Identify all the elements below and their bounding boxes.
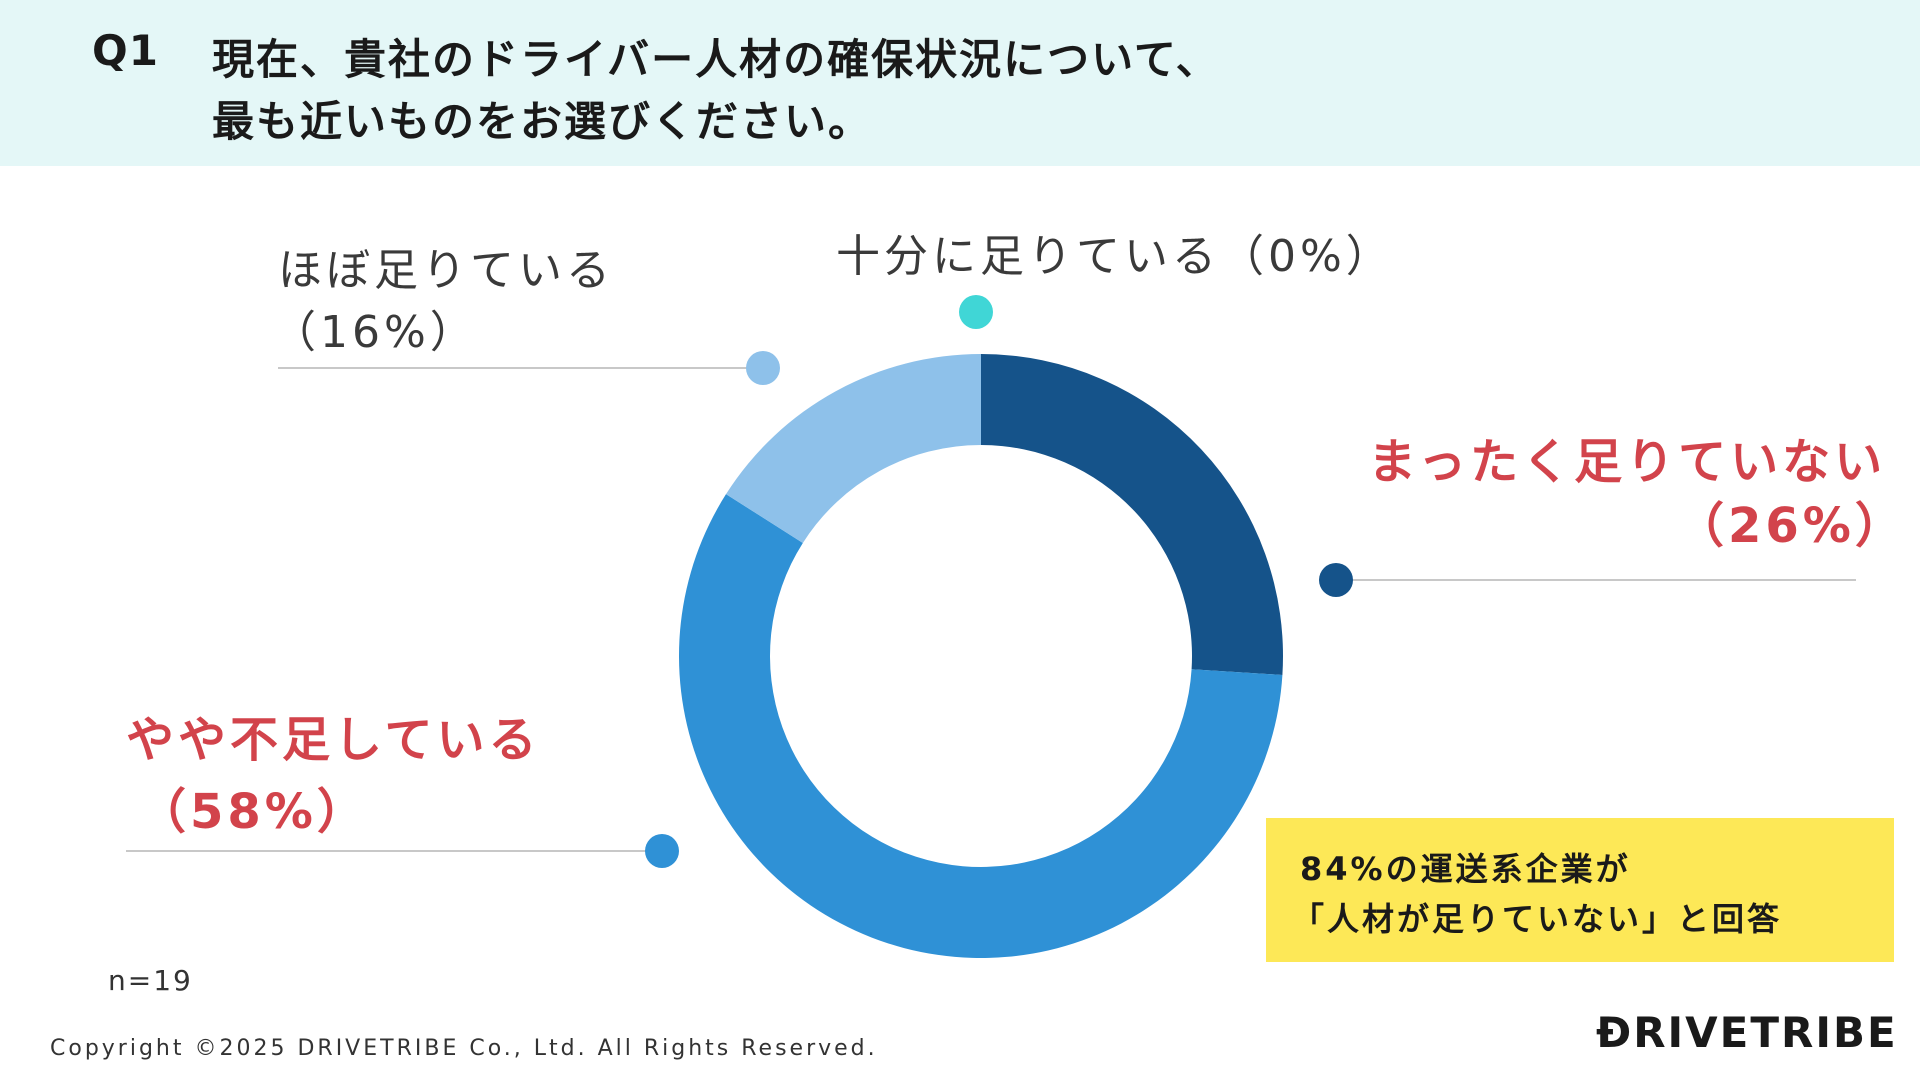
copyright-text: Copyright ©2025 DRIVETRIBE Co., Ltd. All… (50, 1036, 878, 1061)
label-some-name: やや不足している (126, 712, 541, 768)
marker-dot-some (645, 834, 679, 868)
header-band: Q1 現在、貴社のドライバー人材の確保状況について、 最も近いものをお選びくださ… (0, 0, 1920, 166)
summary-callout: 84%の運送系企業が 「人材が足りていない」と回答 (1266, 818, 1894, 962)
donut-slice-almost (726, 354, 981, 543)
label-almost-name: ほぼ足りている (278, 245, 614, 296)
donut-slice-none (981, 354, 1283, 675)
drivetribe-logo: ĐRIVETRIBE (1596, 1008, 1898, 1057)
marker-dot-almost (746, 351, 780, 385)
label-enough: 十分に足りている（0%） (836, 231, 1394, 282)
donut-slice-some (679, 494, 1283, 958)
sample-size: n=19 (108, 964, 193, 997)
question-text-line2: 最も近いものをお選びください。 (212, 97, 873, 146)
label-some-pct: （58%） (138, 784, 369, 840)
callout-line2: 「人材が足りていない」と回答 (1292, 900, 1783, 938)
callout-line1: 84%の運送系企業が (1300, 850, 1631, 888)
label-almost-pct: （16%） (272, 307, 478, 358)
question-text-line1: 現在、貴社のドライバー人材の確保状況について、 (212, 35, 1220, 84)
label-none-pct: （26%） (1676, 498, 1907, 554)
question-number: Q1 (92, 26, 159, 75)
marker-dot-enough (959, 295, 993, 329)
marker-dot-none (1319, 563, 1353, 597)
label-none-name: まったく足りていない (1368, 434, 1887, 490)
